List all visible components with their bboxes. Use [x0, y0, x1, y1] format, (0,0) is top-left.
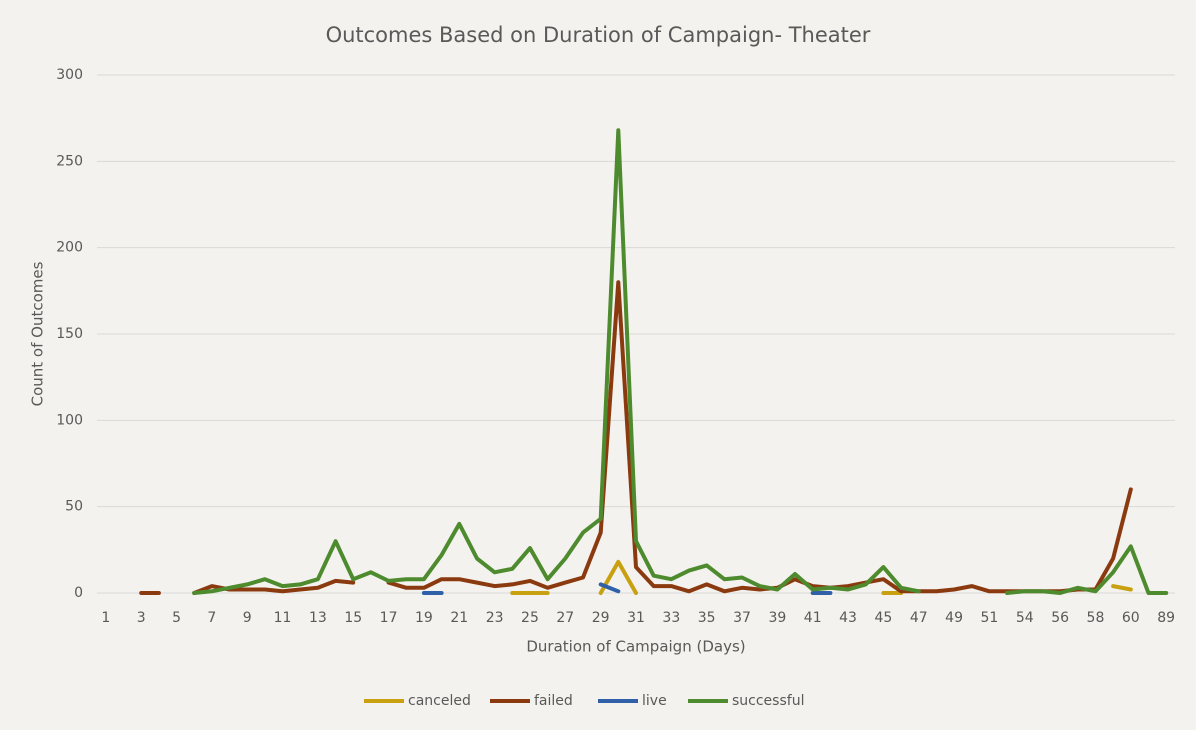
x-tick-label: 25 [521, 610, 539, 626]
y-tick-label: 300 [56, 67, 83, 83]
x-tick-label: 60 [1122, 610, 1140, 626]
series-line [421, 582, 833, 595]
legend-label: canceled [408, 693, 471, 709]
x-tick-label: 5 [172, 610, 181, 626]
x-tick-label: 11 [274, 610, 292, 626]
x-tick-label: 58 [1087, 610, 1105, 626]
x-tick-label: 56 [1051, 610, 1069, 626]
legend-label: live [642, 693, 667, 709]
y-axis-title: Count of Outcomes [29, 261, 47, 406]
y-tick-label: 250 [56, 153, 83, 169]
x-tick-label: 23 [486, 610, 504, 626]
x-tick-label: 47 [910, 610, 928, 626]
x-axis-title: Duration of Campaign (Days) [526, 638, 745, 656]
x-tick-label: 7 [207, 610, 216, 626]
x-tick-label: 13 [309, 610, 327, 626]
x-tick-label: 54 [1016, 610, 1034, 626]
x-tick-label: 35 [698, 610, 716, 626]
legend-label: successful [732, 693, 804, 709]
x-tick-label: 45 [874, 610, 892, 626]
x-tick-label: 17 [380, 610, 398, 626]
y-tick-label: 100 [56, 412, 83, 428]
x-tick-label: 19 [415, 610, 433, 626]
x-tick-label: 27 [556, 610, 574, 626]
x-tick-label: 1 [101, 610, 110, 626]
x-tick-label: 15 [344, 610, 362, 626]
x-tick-label: 43 [839, 610, 857, 626]
x-tick-label: 49 [945, 610, 963, 626]
x-tick-label: 41 [804, 610, 822, 626]
series-line [510, 559, 1133, 595]
x-tick-label: 37 [733, 610, 751, 626]
x-tick-label: 3 [137, 610, 146, 626]
x-tick-label: 9 [243, 610, 252, 626]
series-line [192, 128, 1169, 595]
series-line [139, 280, 1133, 595]
x-tick-label: 89 [1157, 610, 1175, 626]
x-tick-label: 29 [592, 610, 610, 626]
x-tick-label: 33 [662, 610, 680, 626]
y-tick-label: 200 [56, 240, 83, 256]
y-tick-label: 50 [65, 499, 83, 515]
y-tick-label: 150 [56, 326, 83, 342]
x-tick-label: 21 [450, 610, 468, 626]
x-tick-label: 31 [627, 610, 645, 626]
legend-label: failed [534, 693, 573, 709]
x-tick-label: 51 [981, 610, 999, 626]
y-tick-label: 0 [74, 585, 83, 601]
x-tick-label: 39 [768, 610, 786, 626]
chart-title: Outcomes Based on Duration of Campaign- … [326, 23, 871, 47]
